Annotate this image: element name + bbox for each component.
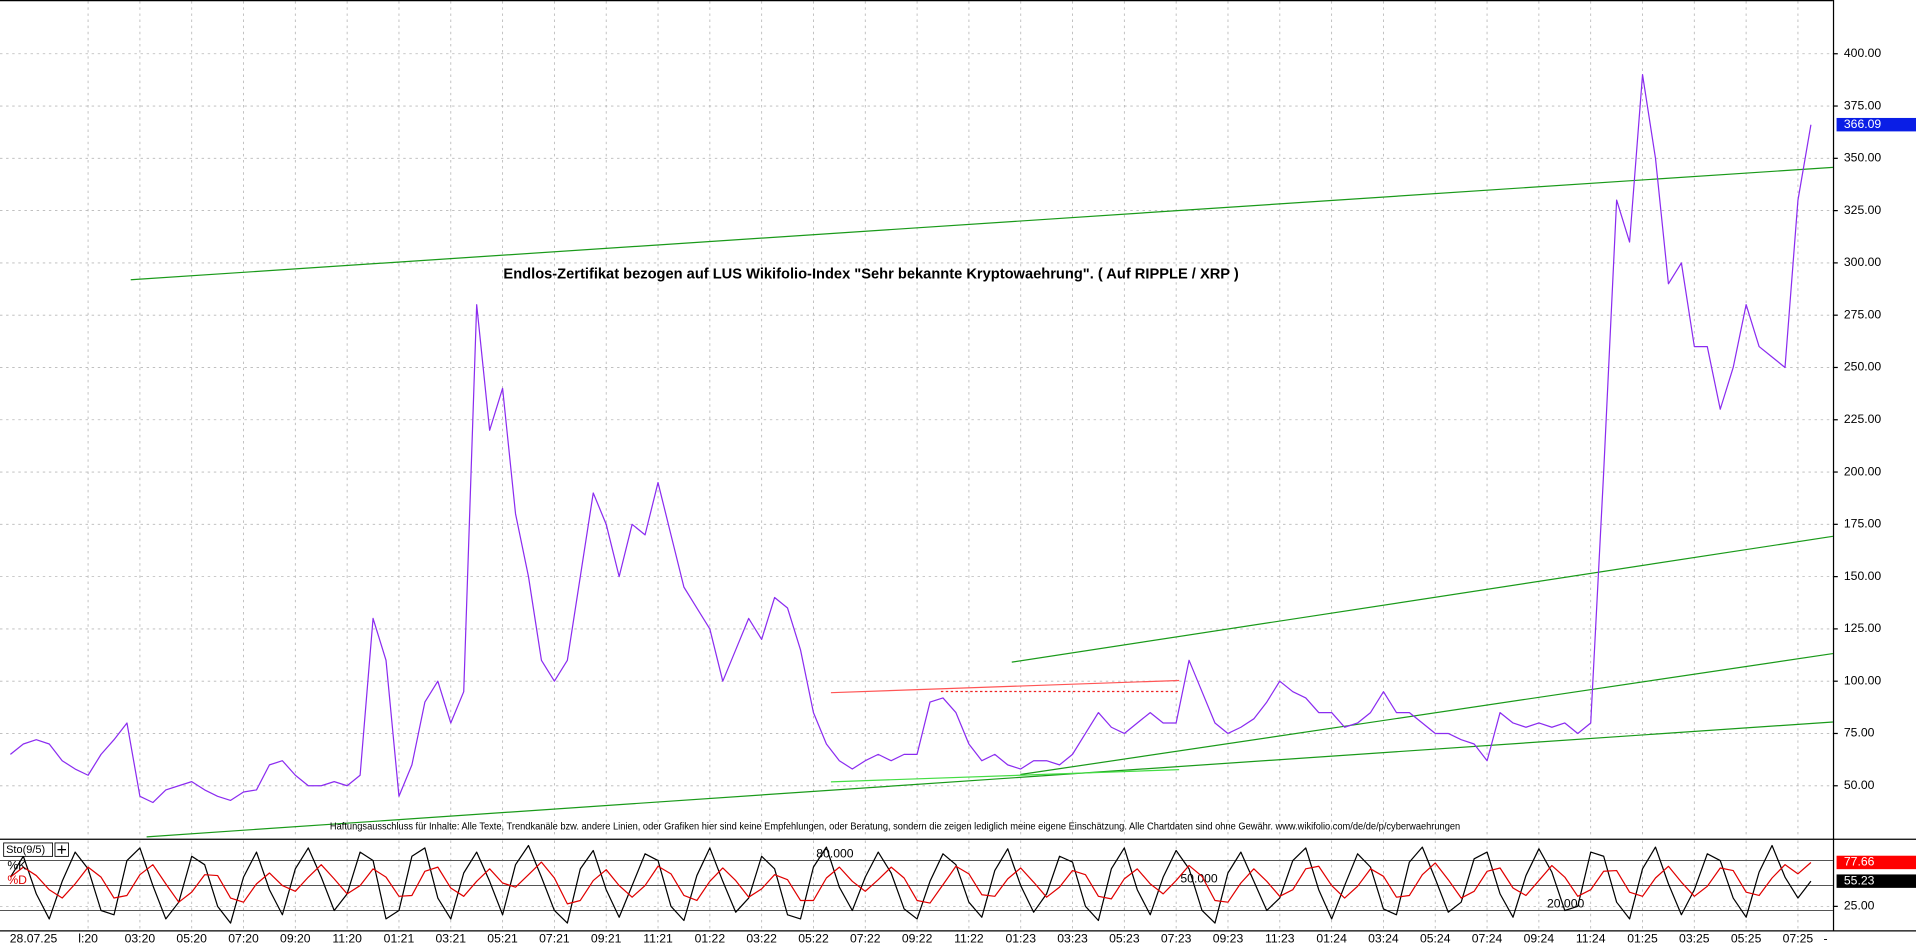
last-value-label: 55.23 <box>1844 873 1875 887</box>
y-tick-label: 50.00 <box>1844 778 1875 792</box>
x-tick-label: 01:23 <box>1005 932 1036 946</box>
trendline <box>830 679 1180 694</box>
x-tick-label: 05:21 <box>487 932 518 946</box>
y-tick-label: 275.00 <box>1844 307 1882 321</box>
x-tick-label: 09:20 <box>280 932 311 946</box>
last-value-box <box>1836 874 1916 888</box>
x-tick-label: 03:24 <box>1368 932 1399 946</box>
y-tick-label: 250.00 <box>1844 360 1882 374</box>
trendlines <box>130 166 1834 838</box>
x-tick-label: 07:22 <box>850 932 881 946</box>
level-label: 50.000 <box>1180 872 1218 886</box>
trendline <box>1011 535 1834 663</box>
x-tick-label: 07:21 <box>539 932 570 946</box>
y-tick-label: 350.00 <box>1844 151 1882 165</box>
trendline <box>130 166 1833 281</box>
x-tick-label: 11:23 <box>1265 932 1295 946</box>
x-tick-label: 01:22 <box>695 932 726 946</box>
date-label: 28.07.25 <box>10 932 58 946</box>
x-tick-label: 01:21 <box>384 932 415 946</box>
x-tick-label: 03:20 <box>125 932 156 946</box>
y-tick-label: 75.00 <box>1844 726 1875 740</box>
grid <box>0 1 1838 930</box>
y-tick-label: 400.00 <box>1844 46 1882 60</box>
x-tick-label: 07:23 <box>1161 932 1192 946</box>
indicator-box <box>3 842 53 857</box>
last-value-box <box>1836 117 1916 132</box>
x-tick-label: 09:21 <box>591 932 622 946</box>
x-tick-label: 11:21 <box>643 932 673 946</box>
y-tick-label: 225.00 <box>1844 412 1882 426</box>
indicator-name: Sto(9/5) <box>6 844 45 856</box>
disclaimer: Haftungsausschluss für Inhalte: Alle Tex… <box>330 822 1460 833</box>
x-tick-label: 09:22 <box>902 932 933 946</box>
trendline <box>830 769 1180 783</box>
x-tick-label: 07:20 <box>228 932 259 946</box>
plot: 50.00 75.00 100.00 125.00 150.00 175.00 200.00… <box>9 46 1916 946</box>
legend-label: %D <box>7 873 27 887</box>
x-tick-label: 07:25 <box>1783 932 1814 946</box>
annotation-title: Endlos-Zertifikat bezogen auf LUS Wikifo… <box>503 267 1238 283</box>
y-tick-label: 375.00 <box>1844 98 1882 112</box>
y-tick-label: 25.00 <box>1844 899 1875 913</box>
x-tick-label: 09:24 <box>1524 932 1555 946</box>
x-tick-label: 03:21 <box>436 932 467 946</box>
y-tick-label: 150.00 <box>1844 569 1882 583</box>
plus-icon <box>57 845 66 854</box>
scroll-arrow[interactable]: - <box>1824 932 1828 946</box>
x-tick-label: 09:23 <box>1213 932 1244 946</box>
series-line <box>10 74 1812 804</box>
x-tick-label: 05:23 <box>1109 932 1140 946</box>
x-tick-label: 05:25 <box>1731 932 1762 946</box>
series-line <box>10 861 1812 905</box>
trendline <box>146 721 1833 838</box>
last-value-box <box>1836 855 1916 870</box>
last-value-label: 366.09 <box>1844 117 1882 131</box>
y-tick-label: 125.00 <box>1844 621 1882 635</box>
x-tick-label: 05:24 <box>1420 932 1451 946</box>
x-tick-label: 03:22 <box>746 932 777 946</box>
y-tick-label: 175.00 <box>1844 517 1882 531</box>
x-tick-label: 11:24 <box>1576 932 1606 946</box>
x-tick-label: 01:25 <box>1627 932 1658 946</box>
x-tick-label: 05:22 <box>798 932 829 946</box>
x-tick-label: 03:23 <box>1057 932 1088 946</box>
x-tick-label: l:20 <box>78 932 98 946</box>
x-tick-label: 01:24 <box>1316 932 1347 946</box>
y-tick-label: 300.00 <box>1844 255 1882 269</box>
x-tick-label: 05:20 <box>176 932 207 946</box>
x-tick-label: 11:20 <box>332 932 362 946</box>
level-label: 80.000 <box>816 847 854 861</box>
series-line <box>9 844 1812 924</box>
x-tick-label: 03:25 <box>1679 932 1710 946</box>
y-tick-label: 200.00 <box>1844 464 1882 478</box>
y-tick-label: 100.00 <box>1844 673 1882 687</box>
y-tick-label: 325.00 <box>1844 203 1882 217</box>
x-tick-label: 07:24 <box>1472 932 1503 946</box>
x-tick-label: 11:22 <box>954 932 984 946</box>
legend-label: %K <box>7 858 26 872</box>
last-value-label: 77.66 <box>1844 855 1875 869</box>
trendline <box>1020 652 1833 776</box>
